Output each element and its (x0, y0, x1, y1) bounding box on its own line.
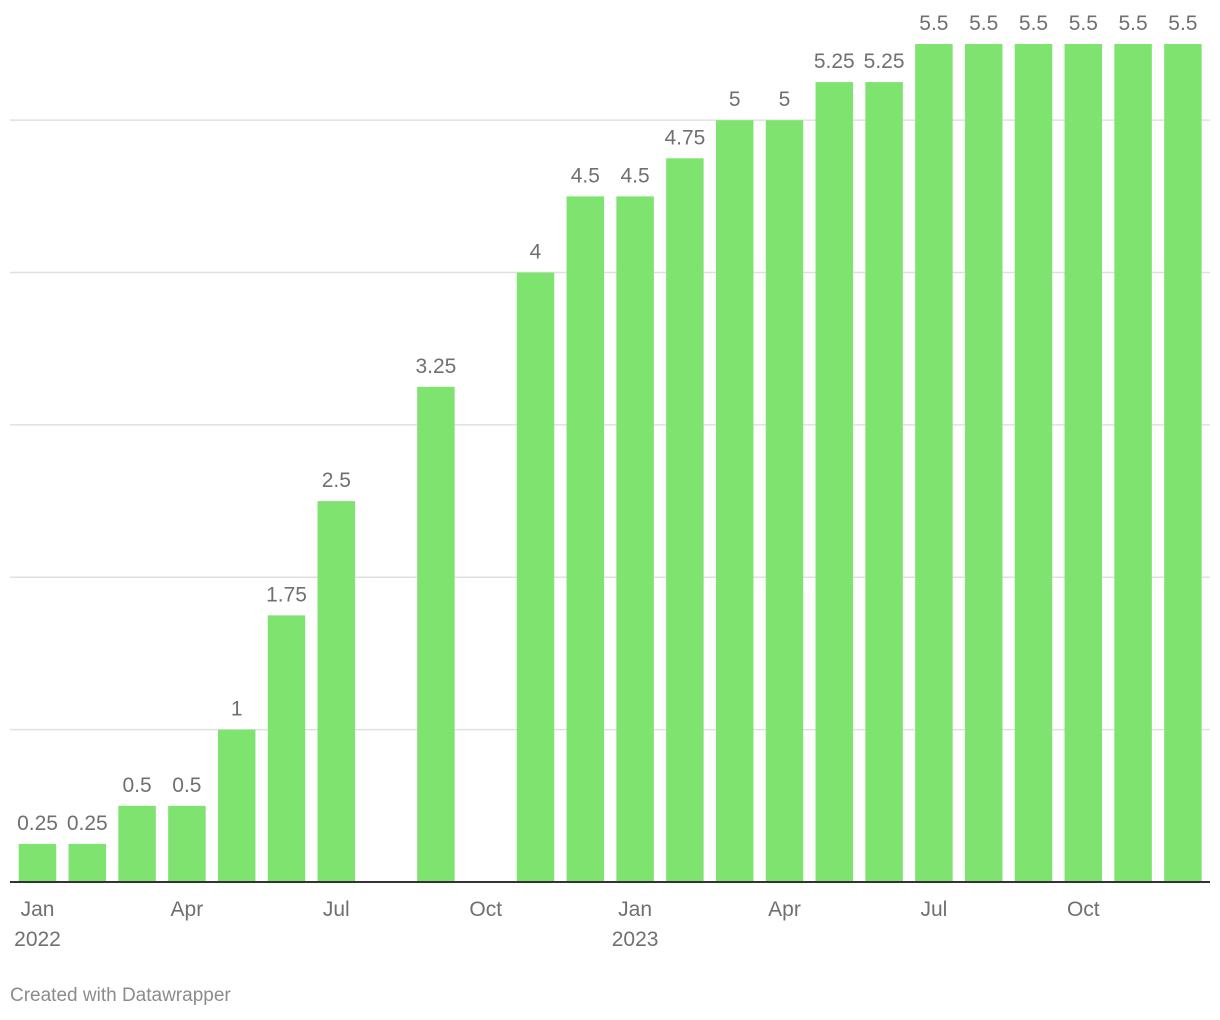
data-label: 0.25 (67, 812, 108, 835)
x-tick-year-label: 2023 (612, 928, 659, 951)
bars (18, 44, 1202, 883)
bar (516, 272, 555, 883)
bar (666, 158, 704, 883)
bar (18, 843, 57, 882)
credit-text: Created with Datawrapper (10, 985, 231, 1006)
data-label: 5.5 (1069, 12, 1098, 35)
data-label: 5 (729, 88, 741, 111)
data-label: 4 (530, 241, 542, 264)
data-label: 5 (779, 88, 791, 111)
bar (417, 386, 455, 882)
bar (566, 196, 605, 882)
bar (168, 805, 206, 882)
data-label: 5.5 (1118, 12, 1147, 35)
x-tick-label: Apr (768, 898, 801, 921)
x-tick-label: Oct (1067, 898, 1100, 921)
data-label: 0.5 (172, 774, 201, 797)
data-label: 4.5 (620, 164, 649, 187)
bar (815, 82, 854, 882)
x-axis-ticks: Jan 2022 Apr Jul Oct Jan 2023 Apr Jul Oct (14, 898, 1100, 951)
x-tick-label: Apr (171, 898, 204, 921)
data-label: 2.5 (322, 469, 351, 492)
data-label: 5.5 (919, 12, 948, 35)
data-label: 0.5 (122, 774, 151, 797)
x-tick-label: Jan (618, 898, 652, 921)
x-tick-year-label: 2022 (14, 928, 61, 951)
gridlines (10, 119, 1210, 731)
bar (217, 729, 256, 882)
bar (1164, 44, 1202, 882)
data-label: 5.5 (1019, 12, 1048, 35)
bar (865, 82, 903, 882)
data-label: 3.25 (415, 355, 456, 378)
x-tick-label: Jul (323, 898, 350, 921)
x-tick-label: Oct (469, 898, 502, 921)
bar (765, 120, 804, 882)
bar (715, 120, 754, 882)
data-label: 5.25 (864, 50, 905, 73)
bar (1014, 44, 1053, 882)
bar (964, 44, 1003, 882)
bar (68, 843, 107, 882)
data-label: 5.5 (969, 12, 998, 35)
bar (616, 196, 654, 882)
bar (317, 501, 356, 882)
x-tick-label: Jan (21, 898, 55, 921)
data-label: 5.25 (814, 50, 855, 73)
data-label: 4.75 (664, 126, 705, 149)
x-tick-label: Jul (920, 898, 947, 921)
data-label: 5.5 (1168, 12, 1197, 35)
data-label: 4.5 (571, 164, 600, 187)
bar (267, 615, 306, 882)
data-label: 1 (231, 698, 243, 721)
data-label: 0.25 (17, 812, 58, 835)
bar (1114, 44, 1152, 882)
data-label: 1.75 (266, 583, 307, 606)
bar (118, 805, 156, 882)
bar (1064, 44, 1103, 882)
bar (915, 44, 953, 882)
